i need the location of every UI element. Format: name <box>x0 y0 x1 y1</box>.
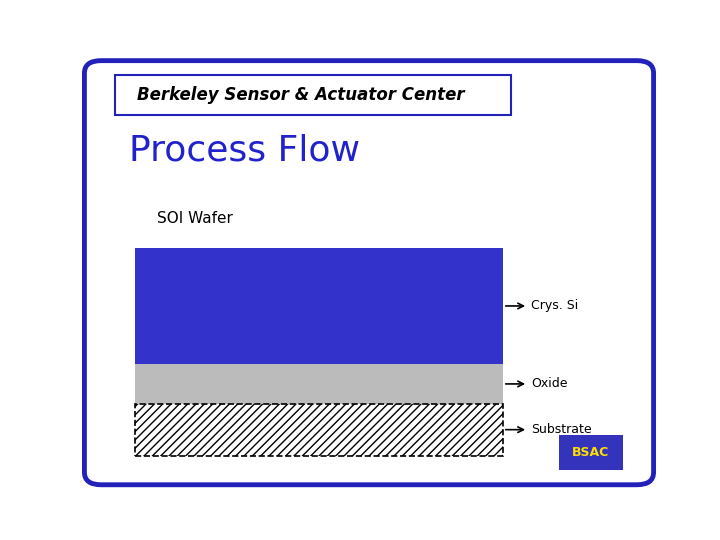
Bar <box>559 435 623 470</box>
Bar <box>135 404 503 456</box>
Text: SOI Wafer: SOI Wafer <box>157 211 233 226</box>
Text: Process Flow: Process Flow <box>129 133 360 167</box>
FancyBboxPatch shape <box>115 75 511 114</box>
Text: Crys. Si: Crys. Si <box>531 300 578 313</box>
Bar <box>135 248 503 364</box>
Text: Oxide: Oxide <box>531 377 567 390</box>
Text: Berkeley Sensor & Actuator Center: Berkeley Sensor & Actuator Center <box>138 86 465 104</box>
Text: Substrate: Substrate <box>531 423 591 436</box>
Bar <box>135 364 503 404</box>
FancyBboxPatch shape <box>84 60 654 485</box>
Text: BSAC: BSAC <box>572 446 609 459</box>
